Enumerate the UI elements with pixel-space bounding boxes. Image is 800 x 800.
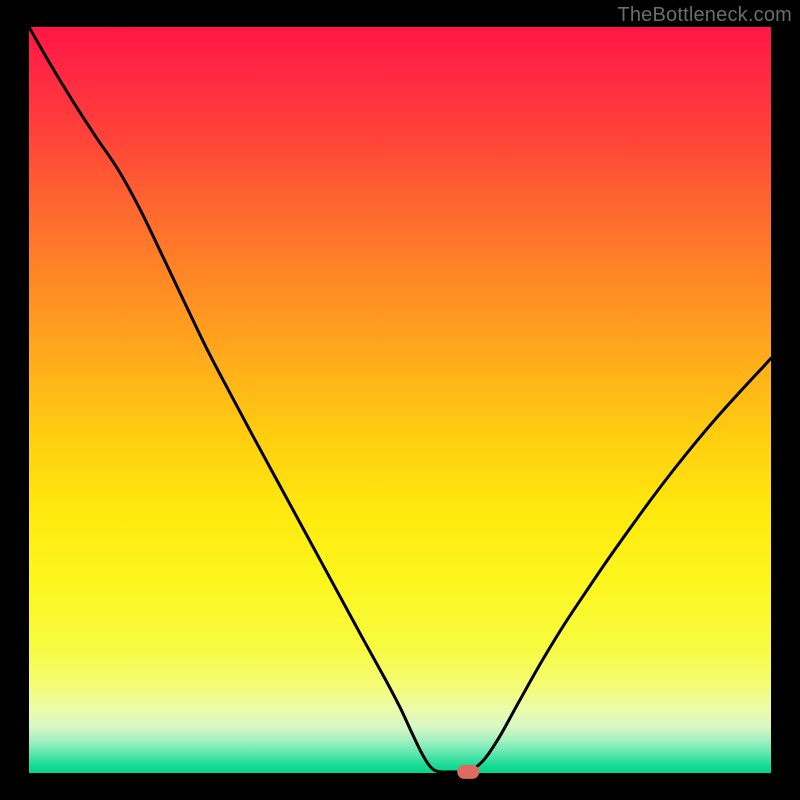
- chart-container: TheBottleneck.com: [0, 0, 800, 800]
- chart-svg: [0, 0, 800, 800]
- watermark-text: TheBottleneck.com: [617, 4, 792, 27]
- plot-background: [29, 27, 771, 773]
- optimal-marker: [457, 765, 479, 779]
